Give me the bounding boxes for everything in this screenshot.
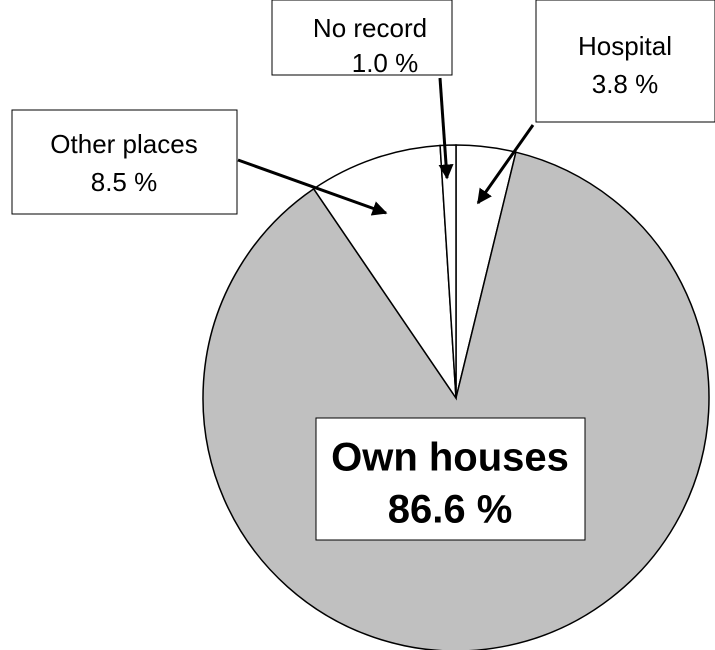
pie [202,144,710,650]
category-label: Hospital [578,31,672,61]
labels: Hospital 3.8 % Own houses 86.6 % Other place… [11,0,715,541]
label-box [11,109,238,215]
value-label: 1.0 % [352,48,419,78]
value-label: 86.6 % [388,488,513,532]
leader-arrow [438,77,454,180]
value-label: 8.5 % [91,167,158,197]
category-label: No record [313,13,427,43]
category-label: Own houses [331,436,569,480]
label-box [315,417,586,541]
label-box [271,0,453,76]
category-label: Other places [50,129,197,159]
value-label: 3.8 % [592,69,659,99]
label-box [535,0,715,123]
leader-arrow [476,124,535,205]
pie-slice [312,144,457,401]
pie-slice [439,144,457,399]
leader-arrow [237,158,388,216]
